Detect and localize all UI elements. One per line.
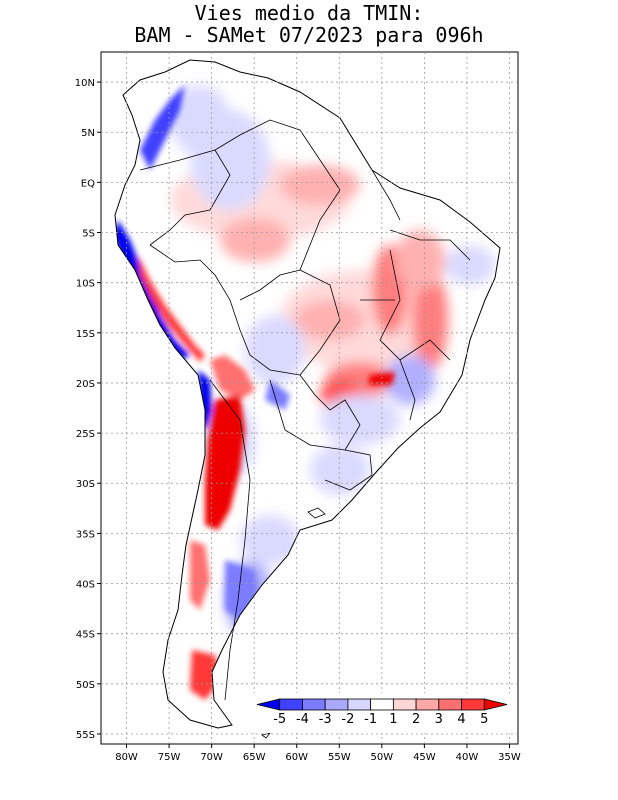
lat-tick-label: 10S <box>76 279 95 290</box>
colorbar-label: 2 <box>412 712 420 727</box>
colorbar-label: -1 <box>364 712 377 727</box>
colorbar-swatch <box>279 698 303 711</box>
country-borders <box>139 119 471 701</box>
axis-ticks: 80W 75W 70W 65W 60W 55W 50W 45W 40W 35W 10N 5N EQ 5S 1… <box>75 78 521 763</box>
lat-tick-label: 15S <box>76 329 95 340</box>
colorbar-label: -2 <box>341 712 354 727</box>
colorbar-swatch <box>461 698 485 711</box>
lat-tick-label: 50S <box>76 680 95 691</box>
colorbar-label: 5 <box>480 712 488 727</box>
colorbar-swatch <box>347 698 372 711</box>
lat-tick-label: 40S <box>76 580 95 591</box>
lon-tick-label: 40W <box>456 752 479 763</box>
colorbar-label: -5 <box>273 712 286 727</box>
colorbar-label: -4 <box>296 712 309 727</box>
colorbar-swatch <box>483 698 508 711</box>
colorbar-swatch <box>438 698 462 711</box>
bias-field <box>115 60 500 728</box>
lat-tick-label: 35S <box>76 529 95 540</box>
lon-tick-label: 50W <box>371 752 394 763</box>
title-line-1: Vies medio da TMIN: <box>194 1 424 25</box>
lat-tick-label: 55S <box>76 730 95 741</box>
colorbar-label: 1 <box>389 712 397 727</box>
colorbar-swatch <box>302 698 326 711</box>
lon-tick-label: 65W <box>243 752 266 763</box>
colorbar-swatch <box>415 698 440 711</box>
lat-tick-label: 5N <box>81 128 95 139</box>
colorbar-label: 4 <box>457 712 465 727</box>
lon-tick-label: 60W <box>285 752 308 763</box>
lat-tick-label: 5S <box>82 229 95 240</box>
colorbar-swatch <box>324 698 349 711</box>
colorbar: -5 -4 -3 -2 -1 1 2 3 4 5 <box>251 693 513 733</box>
lon-tick-label: 35W <box>498 752 521 763</box>
lat-tick-label: 25S <box>76 429 95 440</box>
map-title: Vies medio da TMIN: BAM - SAMet 07/2023 … <box>0 2 618 46</box>
lon-tick-label: 45W <box>413 752 436 763</box>
colorbar-swatch <box>370 698 394 711</box>
lon-tick-label: 70W <box>200 752 223 763</box>
gridlines <box>101 52 518 744</box>
lat-tick-label: 20S <box>76 379 95 390</box>
lat-tick-label: 30S <box>76 479 95 490</box>
lat-tick-label: 45S <box>76 630 95 641</box>
lon-tick-label: 75W <box>158 752 181 763</box>
title-line-2: BAM - SAMet 07/2023 para 096h <box>134 23 484 47</box>
colorbar-label: -3 <box>319 712 332 727</box>
lon-tick-label: 80W <box>115 752 138 763</box>
lat-tick-label: EQ <box>81 178 95 189</box>
colorbar-swatch <box>392 698 417 711</box>
colorbar-label: 3 <box>435 712 443 727</box>
island <box>307 507 326 519</box>
lon-tick-label: 55W <box>328 752 351 763</box>
lat-tick-label: 10N <box>75 78 95 89</box>
